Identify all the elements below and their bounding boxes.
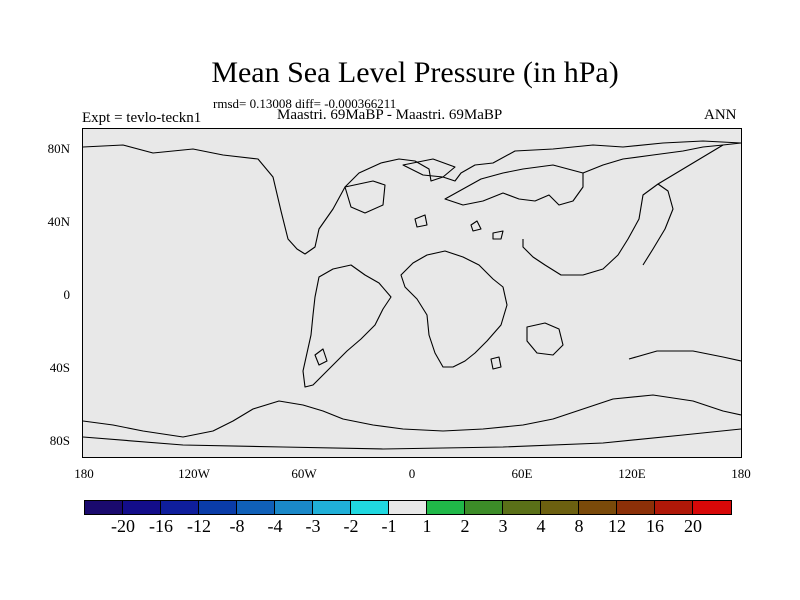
colorbar-swatch bbox=[161, 501, 199, 514]
colorbar-swatch bbox=[85, 501, 123, 514]
colorbar-label: -1 bbox=[381, 516, 397, 536]
colorbar-swatch bbox=[237, 501, 275, 514]
x-tick-label: 0 bbox=[408, 466, 416, 481]
coastline-east-asia-arm bbox=[642, 183, 674, 266]
coastline-greenland bbox=[344, 180, 386, 214]
colorbar-swatch bbox=[541, 501, 579, 514]
coastline-north-america bbox=[83, 140, 741, 255]
experiment-label: Expt = tevlo-teckn1 bbox=[82, 110, 202, 126]
colorbar-label: 1 bbox=[422, 516, 432, 536]
y-tick-label: 40S bbox=[49, 360, 70, 375]
map-panel bbox=[82, 128, 742, 458]
colorbar-label: -12 bbox=[187, 516, 211, 536]
stats-text: rmsd= 0.13008 diff= -0.000366211 bbox=[213, 96, 397, 111]
coastline-india bbox=[526, 322, 564, 356]
colorbar-label: 3 bbox=[498, 516, 508, 536]
y-tick-label: 80N bbox=[47, 141, 70, 156]
colorbar-label: -16 bbox=[149, 516, 173, 536]
coastline-island-1 bbox=[414, 214, 428, 228]
colorbar-swatch bbox=[655, 501, 693, 514]
colorbar-swatch bbox=[503, 501, 541, 514]
colorbar-swatch bbox=[465, 501, 503, 514]
coastline-island-3 bbox=[492, 230, 504, 240]
coastline-asia-coast bbox=[522, 144, 724, 276]
coastline-australia bbox=[628, 350, 741, 362]
plot-title: Mean Sea Level Pressure (in hPa) bbox=[211, 56, 619, 89]
coastline-africa bbox=[400, 250, 508, 368]
y-tick-label: 0 bbox=[63, 287, 71, 302]
colorbar-label: 12 bbox=[608, 516, 626, 536]
coastline-south-america bbox=[302, 264, 392, 388]
colorbar-label: 8 bbox=[574, 516, 584, 536]
colorbar-label: -20 bbox=[111, 516, 135, 536]
colorbar-swatch bbox=[693, 501, 731, 514]
colorbar-label: 4 bbox=[536, 516, 546, 536]
colorbar-swatch bbox=[579, 501, 617, 514]
colorbar-swatch bbox=[275, 501, 313, 514]
x-tick-label: 120W bbox=[178, 466, 210, 481]
coastline-europe bbox=[444, 164, 584, 206]
colorbar-swatch bbox=[617, 501, 655, 514]
colorbar-swatch bbox=[351, 501, 389, 514]
coastline-island-2 bbox=[470, 220, 482, 232]
coastline-antarctic-coast bbox=[83, 428, 741, 450]
colorbar-label: 20 bbox=[684, 516, 702, 536]
colorbar-swatch bbox=[199, 501, 237, 514]
coastline-map bbox=[83, 140, 741, 450]
x-tick-label: 60W bbox=[291, 466, 317, 481]
colorbar-label: -3 bbox=[305, 516, 321, 536]
plot-subtitle: Maastri. 69MaBP - Maastri. 69MaBP bbox=[277, 107, 503, 123]
colorbar-label: -8 bbox=[229, 516, 245, 536]
x-tick-label: 120E bbox=[618, 466, 646, 481]
x-tick-label: 180 bbox=[74, 466, 94, 481]
colorbar-swatch bbox=[389, 501, 427, 514]
coastline-island-5 bbox=[490, 356, 502, 370]
x-tick-label: 60E bbox=[511, 466, 533, 481]
colorbar-swatch bbox=[123, 501, 161, 514]
colorbar-label: 2 bbox=[460, 516, 470, 536]
colorbar-swatch bbox=[313, 501, 351, 514]
coastline-arctic-island bbox=[402, 158, 456, 178]
colorbar-label: -2 bbox=[343, 516, 359, 536]
coastline-island-4 bbox=[314, 348, 328, 366]
coastline-asia-east bbox=[582, 142, 741, 174]
colorbar-label: -4 bbox=[267, 516, 283, 536]
y-tick-label: 80S bbox=[49, 433, 70, 448]
season-label: ANN bbox=[704, 107, 737, 123]
coastline-antarctica bbox=[83, 394, 741, 438]
colorbar bbox=[84, 500, 732, 515]
x-tick-label: 180 bbox=[731, 466, 751, 481]
colorbar-swatch bbox=[427, 501, 465, 514]
colorbar-label: 16 bbox=[646, 516, 664, 536]
y-tick-label: 40N bbox=[47, 214, 70, 229]
